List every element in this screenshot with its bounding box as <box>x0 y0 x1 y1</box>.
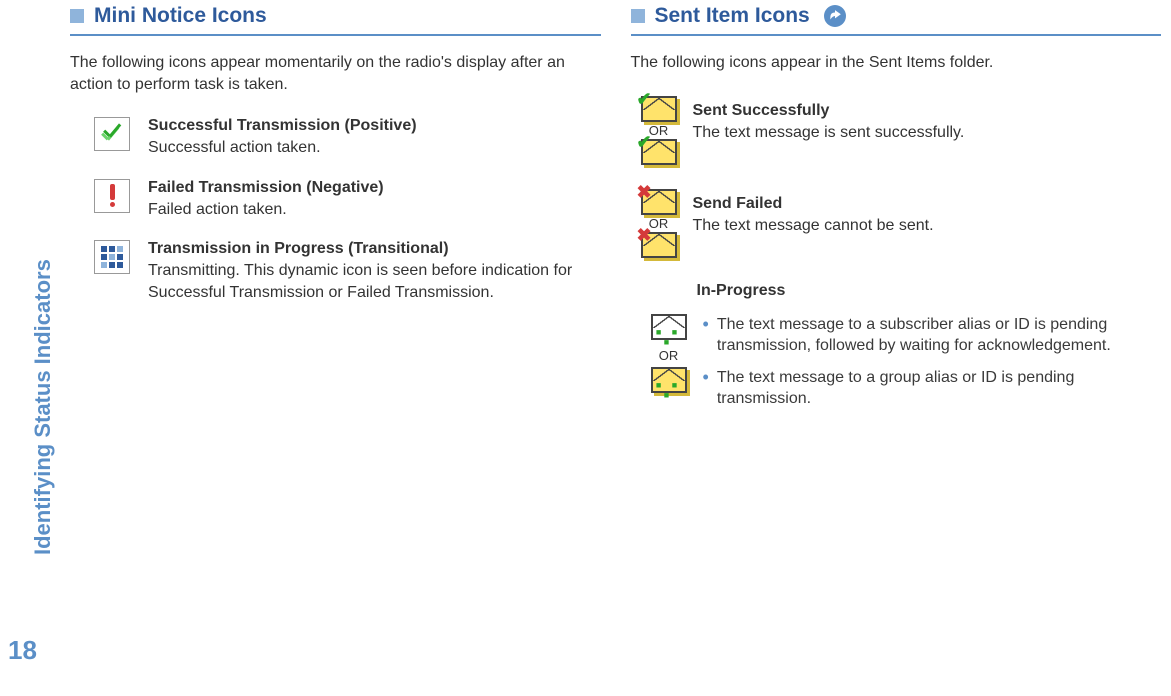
item-text: Failed Transmission (Negative) Failed ac… <box>148 179 601 221</box>
sent-row-success: ✔ OR ✔ Sent Successfully The text messag… <box>631 96 1162 165</box>
envelope-failed-icon: ✖ <box>641 189 677 215</box>
bullet-item: The text message to a group alias or ID … <box>703 367 1162 410</box>
item-text: Send Failed The text message cannot be s… <box>693 189 1162 237</box>
envelope-pending-icon: ■ ■ ■ <box>651 367 687 393</box>
or-label: OR <box>659 348 679 363</box>
item-desc: The text message is sent successfully. <box>693 122 1162 144</box>
bullet-item: The text message to a subscriber alias o… <box>703 314 1162 357</box>
item-title: Transmission in Progress (Transitional) <box>148 240 601 258</box>
item-text: Successful Transmission (Positive) Succe… <box>148 117 601 159</box>
or-label: OR <box>649 123 669 138</box>
section-bullet-icon <box>70 9 84 23</box>
item-desc: The text message cannot be sent. <box>693 215 1162 237</box>
item-desc: Transmitting. This dynamic icon is seen … <box>148 260 601 303</box>
envelope-success-icon: ✔ <box>641 139 677 165</box>
item-text: Sent Successfully The text message is se… <box>693 96 1162 144</box>
envelope-success-icon: ✔ <box>641 96 677 122</box>
item-title: Successful Transmission (Positive) <box>148 117 601 135</box>
section-title: Sent Item Icons <box>655 4 810 28</box>
side-tab-label: Identifying Status Indicators <box>30 259 56 555</box>
item-title: In-Progress <box>697 282 1162 300</box>
left-column: Mini Notice Icons The following icons ap… <box>70 0 601 420</box>
icon-stack: ■ ■ ■ OR ■ ■ ■ <box>651 314 687 393</box>
or-label: OR <box>649 216 669 231</box>
section-rule <box>631 34 1162 36</box>
section-rule <box>70 34 601 36</box>
envelope-pending-icon: ■ ■ ■ <box>651 314 687 340</box>
progress-dots-icon: ■ ■ ■ <box>653 380 685 400</box>
item-desc: Failed action taken. <box>148 199 601 221</box>
header-badge-icon <box>824 5 846 27</box>
progress-grid-icon <box>94 240 130 274</box>
item-text: Transmission in Progress (Transitional) … <box>148 240 601 303</box>
item-desc: Successful action taken. <box>148 137 601 159</box>
item-row-success: Successful Transmission (Positive) Succe… <box>70 117 601 159</box>
item-title: Sent Successfully <box>693 102 1162 120</box>
section-intro: The following icons appear momentarily o… <box>70 52 601 95</box>
progress-dots-icon: ■ ■ ■ <box>653 327 685 347</box>
x-mark-icon: ✖ <box>637 183 652 201</box>
section-title: Mini Notice Icons <box>94 4 267 28</box>
item-row-failed: Failed Transmission (Negative) Failed ac… <box>70 179 601 221</box>
sent-row-failed: ✖ OR ✖ Send Failed The text message cann… <box>631 189 1162 258</box>
item-title: Failed Transmission (Negative) <box>148 179 601 197</box>
check-mark-icon: ✔ <box>637 133 652 151</box>
inprogress-block: In-Progress ■ ■ ■ OR ■ ■ ■ The text mess… <box>631 282 1162 420</box>
x-mark-icon: ✖ <box>637 226 652 244</box>
section-intro: The following icons appear in the Sent I… <box>631 52 1162 74</box>
item-row-progress: Transmission in Progress (Transitional) … <box>70 240 601 303</box>
check-mark-icon: ✔ <box>637 90 652 108</box>
icon-stack: ✔ OR ✔ <box>641 96 677 165</box>
right-column: Sent Item Icons The following icons appe… <box>631 0 1162 420</box>
section-bullet-icon <box>631 9 645 23</box>
page-number: 18 <box>8 635 37 666</box>
inprogress-bullets: The text message to a subscriber alias o… <box>703 314 1162 420</box>
item-title: Send Failed <box>693 195 1162 213</box>
content-columns: Mini Notice Icons The following icons ap… <box>0 0 1171 420</box>
section-header-sent-items: Sent Item Icons <box>631 4 1162 28</box>
sent-row-inprogress: ■ ■ ■ OR ■ ■ ■ The text message to a sub… <box>641 314 1162 420</box>
envelope-failed-icon: ✖ <box>641 232 677 258</box>
failed-exclamation-icon <box>94 179 130 213</box>
section-header-mini-notice: Mini Notice Icons <box>70 4 601 28</box>
icon-stack: ✖ OR ✖ <box>641 189 677 258</box>
success-check-icon <box>94 117 130 151</box>
